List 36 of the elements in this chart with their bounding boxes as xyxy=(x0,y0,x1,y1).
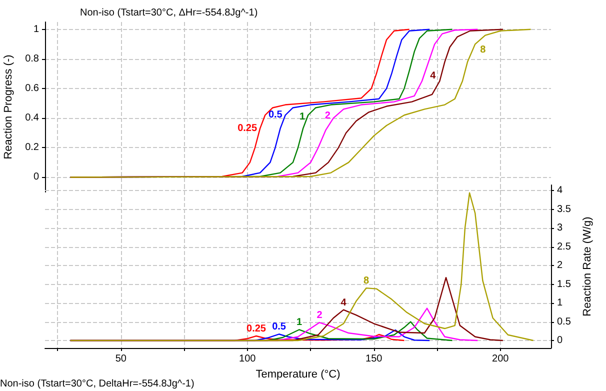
x-tick-label: 150 xyxy=(366,354,383,364)
y-tick-label: 2 xyxy=(557,260,563,272)
x-tick-label: 50 xyxy=(115,354,127,364)
annotation: 2 xyxy=(316,310,323,322)
y-tick-label: 0.4 xyxy=(25,112,40,124)
y-tick-label: 0 xyxy=(33,172,40,183)
x-tick-label: 200 xyxy=(492,354,510,364)
y-tick-label: 0.8 xyxy=(25,53,40,64)
annotation: 4 xyxy=(340,297,347,308)
chart-title: Non-iso (Tstart=30°C, ΔHr=-554.8Jg^-1) xyxy=(80,8,258,18)
y-tick-label: 3 xyxy=(557,222,563,234)
annotation: 2 xyxy=(324,110,331,122)
y-tick-label: 0.2 xyxy=(25,142,40,154)
y-tick-label: 0.6 xyxy=(25,83,40,94)
y-tick-label: 0 xyxy=(557,335,563,346)
y-tick-label: 2.5 xyxy=(557,241,572,252)
annotation: 1 xyxy=(300,112,306,123)
y-tick-label: 1.5 xyxy=(557,278,572,290)
y-tick-label: 0.5 xyxy=(557,316,572,328)
annotation: 8 xyxy=(480,44,486,56)
text: Non-iso (Tstart=30°C, DeltaHr=-554.8Jg^-1) xyxy=(0,378,194,390)
annotation: 0.5 xyxy=(268,110,283,121)
x-axis-title: Temperature (°C) xyxy=(256,368,340,380)
annotation: 0.25 xyxy=(246,324,266,335)
y-axis-title: Reaction Rate (W/g) xyxy=(581,216,594,316)
annotation: 8 xyxy=(364,276,370,287)
x-tick-label: 100 xyxy=(239,354,256,364)
y-tick-label: 4 xyxy=(557,185,563,196)
y-axis-title: Reaction Progress (-) xyxy=(2,54,15,160)
annotation: 1 xyxy=(296,317,302,328)
annotation: 0.5 xyxy=(272,322,286,333)
y-tick-label: 1 xyxy=(33,24,40,35)
y-tick-label: 1 xyxy=(557,298,563,309)
annotation: 0.25 xyxy=(238,122,258,134)
annotation: 4 xyxy=(430,70,436,82)
y-tick-label: 3.5 xyxy=(557,204,572,215)
